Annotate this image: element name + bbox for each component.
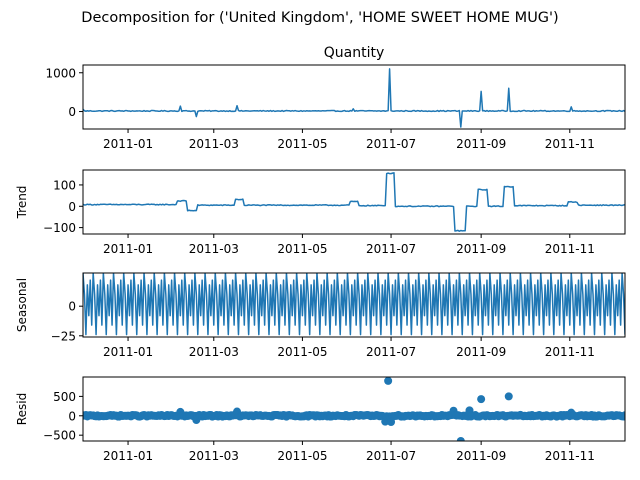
- x-tick-label: 2011-03: [189, 242, 239, 256]
- resid-point: [504, 392, 513, 401]
- x-tick-label: 2011-11: [545, 345, 595, 359]
- y-axis-label: Resid: [15, 393, 29, 425]
- x-tick-label: 2011-11: [545, 137, 595, 151]
- x-tick-label: 2011-03: [189, 449, 239, 463]
- y-tick-label: −25: [51, 329, 76, 343]
- y-tick-label: 0: [68, 300, 76, 314]
- subplot-seasonal: 0 −25 2011-01 2011-03 2011-05 2011-07 2011-09 2…: [15, 272, 626, 359]
- subplot-title: Quantity: [324, 45, 385, 61]
- trend-series-line: [83, 172, 625, 232]
- x-tick-label: 2011-11: [545, 449, 595, 463]
- axes-frame: [82, 376, 626, 442]
- x-tick-label: 2011-01: [103, 449, 153, 463]
- axes-frame: [82, 64, 626, 130]
- resid-points: [83, 377, 625, 441]
- x-tick-label: 2011-05: [277, 345, 327, 359]
- x-tick-label: 2011-01: [103, 345, 153, 359]
- axes-frame: [82, 169, 626, 235]
- y-tick-label: 0: [68, 200, 76, 214]
- x-tick-label: 2011-05: [277, 449, 327, 463]
- quantity-series-line: [83, 68, 625, 128]
- x-tick-label: 2011-07: [366, 449, 416, 463]
- x-tick-label: 2011-01: [103, 137, 153, 151]
- subplot-trend: 100 0 −100 2011-01 2011-03 2011-05 2011-07 2011…: [15, 169, 626, 256]
- x-tick-label: 2011-03: [189, 345, 239, 359]
- resid-point: [384, 377, 393, 385]
- resid-point: [477, 395, 486, 404]
- figure-suptitle: Decomposition for ('United Kingdom', 'HO…: [81, 10, 558, 26]
- y-tick-label: 1000: [45, 66, 76, 80]
- x-tick-label: 2011-09: [456, 137, 506, 151]
- x-tick-label: 2011-01: [103, 242, 153, 256]
- x-tick-label: 2011-07: [366, 137, 416, 151]
- resid-point: [456, 437, 465, 441]
- y-tick-label: 0: [68, 409, 76, 423]
- x-tick-label: 2011-05: [277, 242, 327, 256]
- y-axis-label: Trend: [15, 186, 29, 220]
- x-tick-label: 2011-09: [456, 242, 506, 256]
- seasonal-series-line: [83, 273, 625, 336]
- x-tick-label: 2011-03: [189, 137, 239, 151]
- x-tick-label: 2011-05: [277, 137, 327, 151]
- subplot-quantity: 0 1000 2011-01 2011-03 2011-05 2011-07 2011-09…: [45, 45, 626, 151]
- y-tick-label: 0: [68, 105, 76, 119]
- y-tick-label: −100: [43, 221, 76, 235]
- x-tick-label: 2011-07: [366, 345, 416, 359]
- y-axis-label: Seasonal: [15, 278, 29, 332]
- resid-point: [621, 411, 625, 420]
- y-tick-label: −500: [43, 429, 76, 443]
- axes-frame: [82, 272, 626, 338]
- x-tick-label: 2011-09: [456, 345, 506, 359]
- subplot-resid: 500 0 −500 2011-01 2011-03 2011-05 2011-07 2011…: [15, 376, 626, 463]
- x-tick-label: 2011-11: [545, 242, 595, 256]
- x-tick-label: 2011-09: [456, 449, 506, 463]
- x-tick-label: 2011-07: [366, 242, 416, 256]
- y-tick-label: 500: [53, 390, 76, 404]
- y-tick-label: 100: [53, 178, 76, 192]
